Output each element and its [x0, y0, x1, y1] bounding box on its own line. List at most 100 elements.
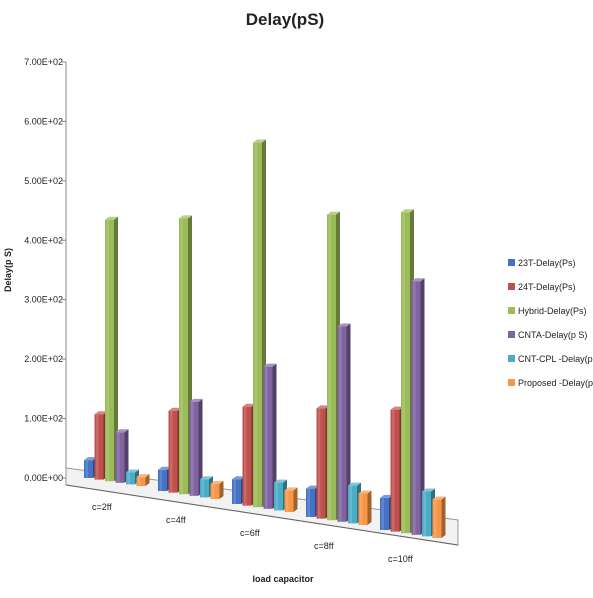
bar-side [420, 278, 425, 535]
bar-side [367, 490, 372, 525]
y-tick-label: 2.00E+02 [24, 354, 63, 364]
bar-highlight [265, 366, 268, 509]
bar-front [105, 219, 114, 482]
bar [263, 363, 277, 509]
bar-top [263, 363, 277, 367]
bar-top [126, 469, 139, 473]
x-tick-label: c=2ff [92, 502, 112, 512]
x-tick-label: c=4ff [166, 515, 186, 525]
bar-top [242, 403, 256, 407]
legend-swatch [508, 331, 515, 338]
bar-front [263, 366, 273, 509]
x-axis-label: load capacitor [252, 574, 314, 584]
bar-front [189, 401, 199, 496]
bar [432, 496, 446, 538]
bar-front [411, 281, 421, 535]
legend-label: 23T-Delay(Ps) [518, 258, 576, 268]
bar-side [441, 496, 446, 538]
bar-highlight [127, 472, 130, 485]
legend-item: CNT-CPL -Delay(p S) [508, 354, 593, 364]
bar-front [242, 406, 252, 506]
bar [411, 278, 425, 535]
bar-top [327, 211, 340, 215]
y-tick-label: 0.00E+00 [24, 473, 63, 483]
bar-highlight [85, 460, 88, 478]
bar-highlight [170, 410, 173, 493]
bar-front [422, 491, 431, 537]
bar-highlight [360, 493, 363, 525]
bar-top [168, 407, 182, 411]
bar-top [337, 323, 351, 327]
bar-highlight [275, 482, 278, 511]
bar-top [189, 398, 203, 402]
bar-top [306, 485, 319, 489]
bar-highlight [254, 142, 257, 508]
y-tick-labels: 0.00E+00 1.00E+02 2.00E+02 3.00E+02 4.00E+02… [24, 57, 63, 483]
bar-highlight [328, 214, 331, 521]
bar-front [432, 499, 442, 538]
bar-highlight [392, 409, 395, 532]
bar-top [380, 494, 393, 498]
legend-label: Hybrid-Delay(Ps) [518, 306, 587, 316]
bar-side [219, 480, 224, 499]
x-tick-label: c=8ff [314, 541, 334, 551]
bar-top [94, 411, 108, 415]
bar-front [306, 488, 315, 517]
bar-top [401, 209, 414, 213]
bar-front [274, 482, 283, 511]
bar-highlight [212, 483, 215, 499]
bar-highlight [180, 218, 183, 495]
bar-front [348, 485, 357, 524]
bar-top [274, 479, 287, 483]
bar-top [115, 429, 129, 433]
legend-label: 24T-Delay(Ps) [518, 282, 576, 292]
bar-highlight [159, 469, 162, 491]
legend-swatch [508, 307, 515, 314]
bar-front [316, 408, 326, 519]
bar-front [210, 483, 220, 499]
bar-side [272, 363, 277, 509]
legend-label: CNTA-Delay(p S) [518, 330, 587, 340]
bar-front [284, 490, 294, 512]
x-axis-line [65, 484, 459, 546]
bar-front [179, 218, 188, 495]
bar-top [158, 466, 171, 470]
y-tick-label: 4.00E+02 [24, 235, 63, 245]
bar-top [411, 278, 425, 282]
bar-side [198, 398, 203, 496]
bar-front [380, 497, 389, 530]
bar-top [358, 490, 372, 494]
bar-front [401, 212, 410, 534]
bar-front [158, 469, 167, 491]
bar [337, 323, 351, 522]
chart-title: Delay(pS) [246, 10, 324, 29]
bar-top [84, 457, 97, 461]
bar-top [390, 406, 404, 410]
bar-side [346, 323, 351, 522]
bar-front [84, 460, 93, 478]
bar-top [316, 405, 330, 409]
bar-front [358, 493, 368, 525]
bar-side [145, 474, 150, 486]
legend-label: Proposed -Delay(p S) [518, 378, 593, 388]
bar-highlight [318, 408, 321, 519]
bar-top [253, 139, 266, 143]
bar-side [114, 216, 118, 482]
bar-highlight [402, 212, 405, 534]
x-tick-label: c=10ff [388, 554, 413, 564]
bar-highlight [138, 477, 141, 486]
bar-highlight [191, 401, 194, 496]
bar [189, 398, 203, 496]
bar-highlight [106, 219, 109, 482]
bar-top [432, 496, 446, 500]
bar-highlight [117, 432, 120, 483]
bar-top [105, 216, 118, 220]
bar-front [232, 479, 241, 504]
bar-top [348, 482, 361, 486]
x-tick-label: c=6ff [240, 528, 260, 538]
bar-highlight [339, 326, 342, 522]
bar-highlight [413, 281, 416, 535]
bar-front [253, 142, 262, 508]
bar-highlight [423, 491, 426, 537]
